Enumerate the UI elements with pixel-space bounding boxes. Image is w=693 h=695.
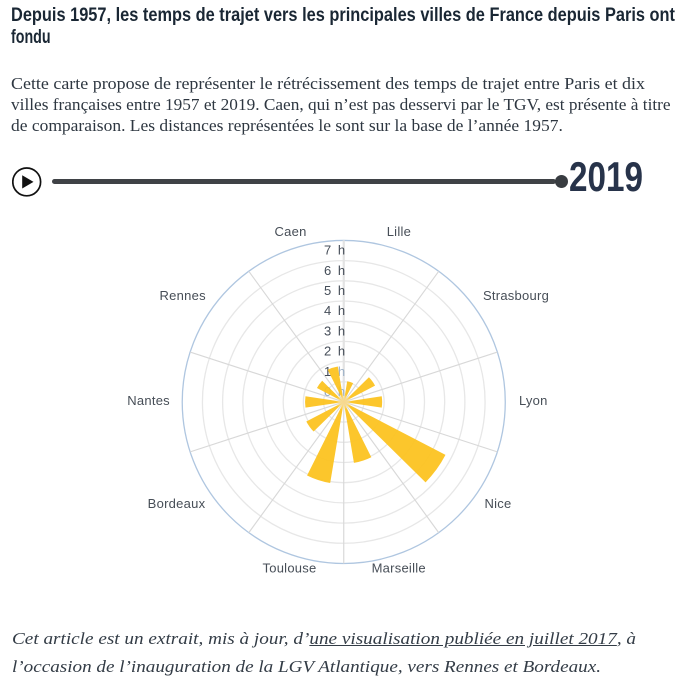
svg-text:Marseille: Marseille bbox=[372, 561, 426, 576]
svg-text:4 h: 4 h bbox=[324, 303, 347, 318]
svg-text:Bordeaux: Bordeaux bbox=[148, 496, 206, 511]
svg-text:Rennes: Rennes bbox=[160, 288, 207, 303]
svg-text:7 h: 7 h bbox=[324, 243, 347, 258]
svg-text:6 h: 6 h bbox=[324, 263, 347, 278]
svg-text:Lyon: Lyon bbox=[519, 393, 548, 408]
svg-text:Caen: Caen bbox=[275, 224, 307, 239]
svg-text:Toulouse: Toulouse bbox=[262, 561, 316, 576]
svg-text:5 h: 5 h bbox=[324, 283, 347, 298]
svg-text:Nice: Nice bbox=[484, 496, 511, 511]
svg-text:Lille: Lille bbox=[387, 224, 411, 239]
svg-text:Nantes: Nantes bbox=[127, 393, 170, 408]
svg-text:Strasbourg: Strasbourg bbox=[483, 288, 549, 303]
svg-text:3 h: 3 h bbox=[324, 323, 347, 338]
svg-text:2 h: 2 h bbox=[324, 344, 347, 359]
